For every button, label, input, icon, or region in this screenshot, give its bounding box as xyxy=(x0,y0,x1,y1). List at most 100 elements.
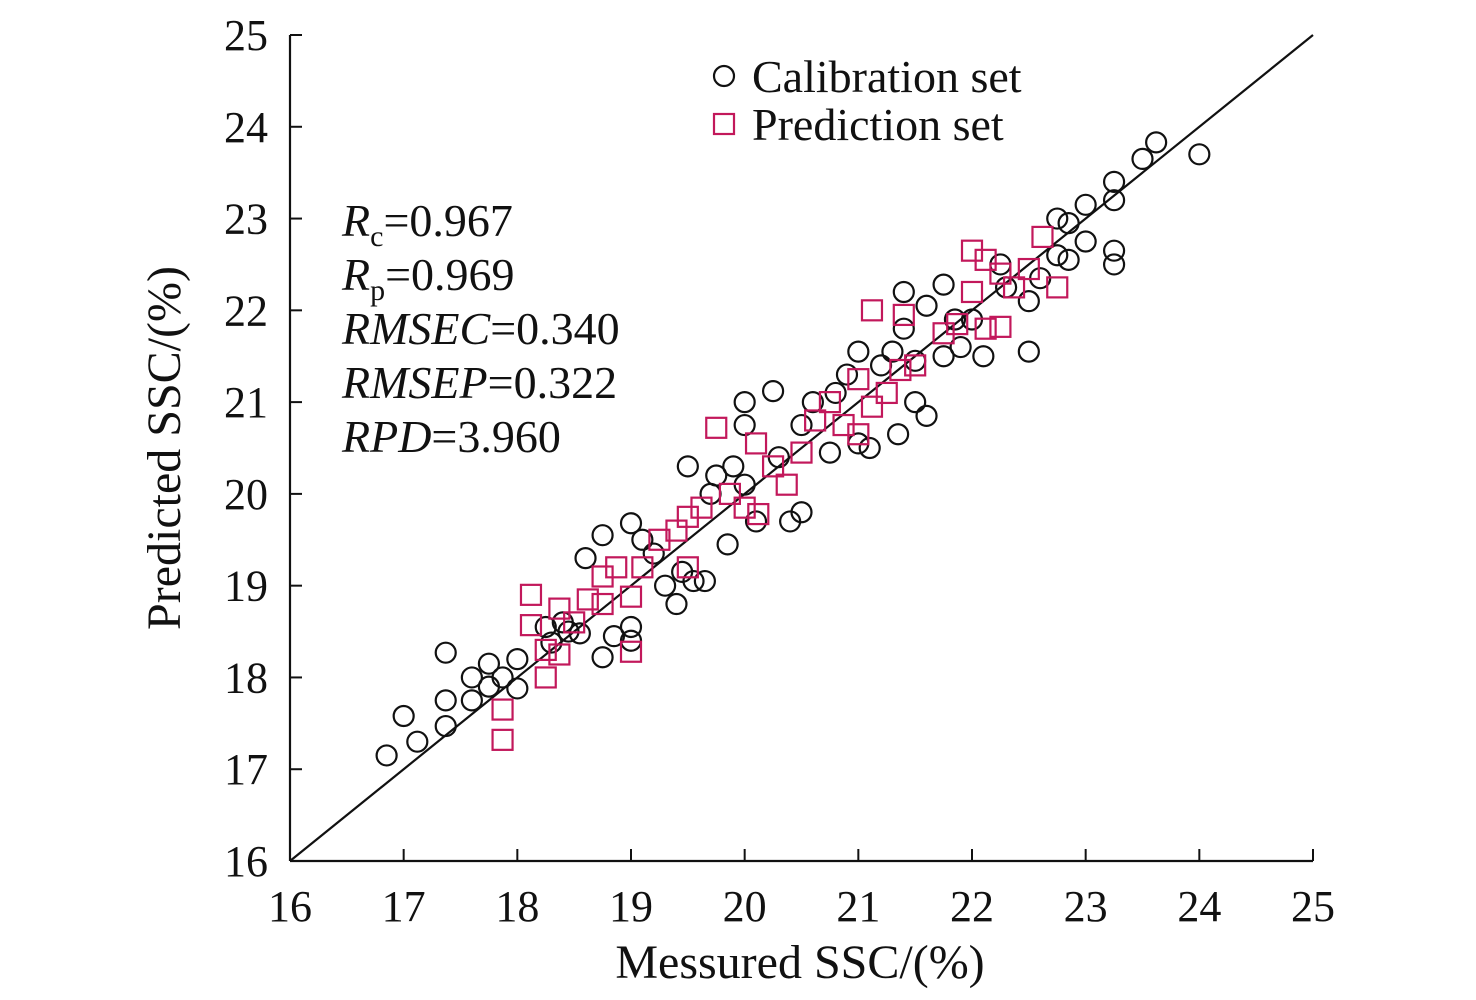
calibration-points xyxy=(375,131,1211,767)
calibration-point xyxy=(477,652,501,675)
prediction-point xyxy=(790,441,813,464)
prediction-point xyxy=(744,432,768,455)
prediction-point xyxy=(733,496,756,519)
prediction-point xyxy=(705,416,728,439)
prediction-point xyxy=(491,698,514,721)
prediction-point xyxy=(818,391,842,414)
calibration-point xyxy=(869,354,893,377)
prediction-point xyxy=(534,638,557,662)
prediction-point xyxy=(892,303,915,327)
calibration-point xyxy=(434,641,457,664)
calibration-point xyxy=(761,379,785,403)
prediction-point xyxy=(1002,276,1026,299)
calibration-point xyxy=(1057,248,1080,271)
calibration-point xyxy=(534,615,557,639)
axes: 16 17 18 19 20 21 22 23 24 25 16 17 18 19 20 21 22 23 24 25 xyxy=(224,11,1335,931)
calibration-point xyxy=(540,631,563,654)
y-tick-label: 18 xyxy=(224,653,268,702)
x-tick-label: 20 xyxy=(723,882,767,931)
x-tick-label: 19 xyxy=(609,882,653,931)
calibration-point xyxy=(1102,253,1126,276)
prediction-point xyxy=(747,502,770,526)
calibration-point xyxy=(619,615,643,639)
y-tick-label: 25 xyxy=(224,11,268,60)
calibration-point xyxy=(434,689,457,712)
calibration-point xyxy=(591,646,614,669)
prediction-point xyxy=(860,395,884,418)
prediction-point xyxy=(548,597,571,620)
calibration-point xyxy=(892,317,915,340)
prediction-point xyxy=(804,409,827,432)
calibration-point xyxy=(506,677,529,700)
prediction-point xyxy=(974,317,997,340)
calibration-point xyxy=(491,666,514,689)
prediction-point xyxy=(904,354,927,377)
calibration-point xyxy=(915,404,938,427)
y-tick-label: 19 xyxy=(224,562,268,611)
prediction-point xyxy=(1017,257,1040,281)
prediction-point xyxy=(563,611,586,634)
calibration-point xyxy=(574,547,597,570)
prediction-point xyxy=(690,496,713,519)
x-tick-label: 24 xyxy=(1177,882,1221,931)
prediction-point xyxy=(605,556,628,579)
legend-calibration-label: Calibration set xyxy=(752,51,1022,102)
calibration-point xyxy=(881,340,904,363)
prediction-point xyxy=(875,381,898,405)
calibration-point xyxy=(818,441,842,464)
y-tick-label: 20 xyxy=(224,470,268,519)
calibration-point xyxy=(460,689,483,712)
prediction-point xyxy=(1046,276,1069,299)
statistics-text: Rc=0.967Rp=0.969RMSEC=0.340RMSEP=0.322RP… xyxy=(341,195,620,462)
x-tick-label: 18 xyxy=(495,882,539,931)
prediction-point xyxy=(960,280,984,304)
reference-line xyxy=(289,34,1314,862)
stat-line: Rc=0.967 xyxy=(341,195,513,253)
y-tick-label: 17 xyxy=(224,745,268,794)
calibration-point xyxy=(1046,244,1069,267)
prediction-point xyxy=(718,482,741,505)
calibration-point xyxy=(847,340,870,363)
calibration-point xyxy=(716,533,739,556)
calibration-point xyxy=(705,464,728,487)
calibration-point xyxy=(744,510,768,533)
x-tick-label: 17 xyxy=(382,882,426,931)
prediction-point xyxy=(847,368,870,391)
prediction-point xyxy=(860,299,884,322)
calibration-point xyxy=(602,625,626,648)
calibration-point xyxy=(932,345,955,368)
calibration-point xyxy=(733,413,756,437)
prediction-point xyxy=(591,592,614,616)
calibration-point xyxy=(733,391,756,414)
calibration-point xyxy=(506,647,529,671)
calibration-point xyxy=(1017,290,1040,313)
prediction-point xyxy=(775,473,798,496)
stat-line: RMSEP=0.322 xyxy=(341,357,617,408)
stat-line: Rp=0.969 xyxy=(341,249,515,307)
calibration-point xyxy=(460,666,483,689)
calibration-point xyxy=(943,308,967,331)
prediction-point xyxy=(761,455,785,478)
y-tick-label: 22 xyxy=(224,286,268,335)
y-equals-x-line xyxy=(289,34,1314,862)
calibration-point xyxy=(790,501,813,524)
calibration-point xyxy=(1046,207,1069,230)
calibration-point xyxy=(1188,143,1211,166)
legend-prediction-marker xyxy=(712,112,736,136)
calibration-point xyxy=(892,280,915,304)
calibration-point xyxy=(1017,340,1040,363)
prediction-point xyxy=(946,313,969,336)
calibration-point xyxy=(801,391,824,414)
calibration-point xyxy=(477,675,501,698)
calibration-point xyxy=(434,714,457,738)
calibration-point xyxy=(858,436,881,460)
y-tick-label: 23 xyxy=(224,195,268,244)
prediction-point xyxy=(491,728,514,751)
calibration-point xyxy=(835,363,859,386)
calibration-point xyxy=(915,294,938,317)
calibration-point xyxy=(631,528,654,551)
x-tick-label: 23 xyxy=(1064,882,1108,931)
y-tick-label: 16 xyxy=(224,837,268,886)
calibration-point xyxy=(665,592,688,616)
prediction-point xyxy=(889,358,912,382)
